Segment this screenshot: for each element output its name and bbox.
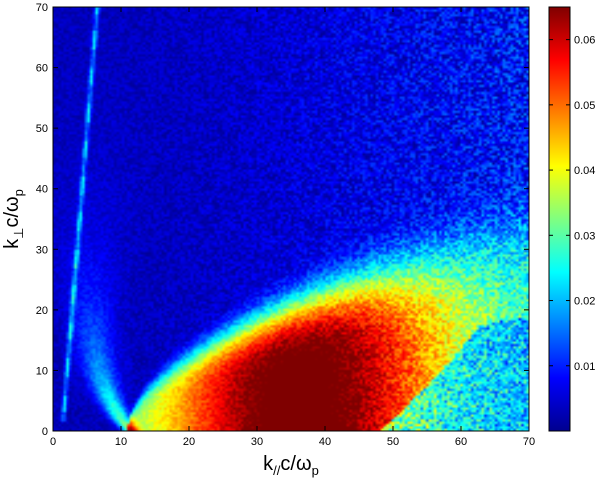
y-tick-label: 50 (36, 123, 48, 135)
colorbar-tick-label: 0.04 (574, 165, 595, 177)
y-tick-label: 20 (36, 305, 48, 317)
colorbar-tick-label: 0.06 (574, 35, 595, 47)
y-tick-label: 30 (36, 244, 48, 256)
y-tick-label: 70 (36, 2, 48, 14)
heatmap-image (53, 7, 529, 431)
colorbar-tick-label: 0.01 (574, 361, 595, 373)
x-tick-label: 20 (183, 436, 195, 448)
x-axis-label: k//c/ωp (263, 453, 319, 478)
colorbar-tick-label: 0.02 (574, 296, 595, 308)
colorbar-frame (548, 6, 571, 432)
x-tick-label: 60 (455, 436, 467, 448)
x-tick-label: 30 (251, 436, 263, 448)
y-tick-label: 0 (42, 426, 48, 438)
plot-frame (52, 6, 530, 432)
x-tick-label: 10 (115, 436, 127, 448)
x-axis: 0 10 20 30 40 50 60 70 (50, 7, 535, 448)
x-tick-label: 0 (50, 436, 56, 448)
colorbar-ticks: 0.01 0.02 0.03 0.04 0.05 0.06 (549, 35, 595, 373)
x-tick-label: 70 (523, 436, 535, 448)
x-tick-label: 40 (319, 436, 331, 448)
y-tick-label: 10 (36, 365, 48, 377)
colorbar-tick-label: 0.05 (574, 100, 595, 112)
colorbar: 0.01 0.02 0.03 0.04 0.05 0.06 (548, 6, 595, 432)
y-axis: 0 10 20 30 40 50 60 70 (36, 2, 529, 438)
plot-area: 0 10 20 30 40 50 60 70 0 10 20 30 40 50 60 70 (36, 2, 535, 448)
y-tick-label: 60 (36, 63, 48, 75)
colorbar-gradient (549, 7, 570, 431)
y-tick-label: 40 (36, 184, 48, 196)
y-axis-label: k⊥c/ωp (1, 189, 26, 249)
x-tick-label: 50 (387, 436, 399, 448)
colorbar-tick-label: 0.03 (574, 230, 595, 242)
